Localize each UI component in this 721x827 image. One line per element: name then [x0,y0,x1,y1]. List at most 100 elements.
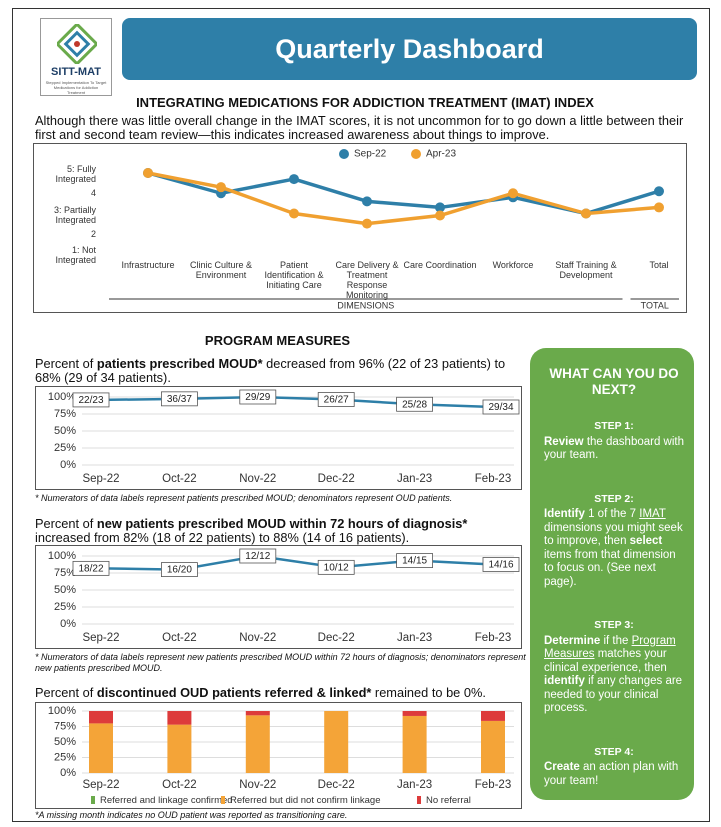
y-tick-label: 50% [54,584,76,596]
measure-title: Percent of new patients prescribed MOUD … [35,517,525,545]
y-tick-label: 75% [54,567,76,579]
step-text: if the [600,634,632,647]
legend-swatch [411,149,421,159]
value-label-box [482,557,520,572]
series-point [362,196,372,207]
y-tick-label: 3: Partially Integrated [53,204,96,225]
y-tick-label: 75% [54,720,76,732]
series-point [581,208,591,219]
y-tick-label: 100% [48,391,76,403]
series-point [362,218,372,229]
step-text: items from that dimension to focus on. (… [544,548,676,588]
legend-swatch [339,149,349,159]
legend-label: No referral [426,795,471,806]
series-point [143,168,153,178]
series-point [508,188,518,199]
step: STEP 2: Identify 1 of the 7 IMAT dimensi… [544,493,684,590]
y-tick-label: 4 [90,188,96,199]
value-label-box [482,399,520,415]
x-tick-label: Oct-22 [162,632,197,644]
x-tick-label: Oct-22 [162,779,197,791]
value-label: 14/15 [402,556,427,567]
value-label: 14/16 [488,560,513,571]
x-tick-label: Jan-23 [397,632,432,644]
title-text: Percent of [35,356,97,371]
chart-svg: 0% 25% 50% 75% 100% Sep-22 Oct-22 Nov-22 Dec-22 J… [48,548,520,644]
y-tick-label: 0% [60,767,76,779]
series-point [654,202,664,213]
step-title: STEP 4: [594,745,634,758]
logo-text: SITT-MAT [51,66,101,78]
series-point [216,182,226,193]
y-tick-label: 100% [48,705,76,717]
title-text: Percent of [35,685,97,700]
x-tick-label: Sep-22 [82,632,119,644]
value-label-box [239,548,277,564]
step-title: STEP 3: [594,619,634,631]
series-point [289,174,299,185]
step-title: STEP 2: [594,492,634,505]
logo-subtitle: Stepped Implementation To Target Medicat… [45,80,107,95]
x-tick-label: Jan-23 [397,473,432,485]
value-label-box [239,389,277,405]
title-text: decreased from 96% (22 of 23 patients) t… [35,356,506,385]
x-tick-label: Nov-22 [239,779,276,791]
imat-heading: INTEGRATING MEDICATIONS FOR ADDICTION TR… [136,95,594,110]
bar-segment [167,711,192,725]
step-text: dimensions you might seek to improve, th… [544,521,683,548]
y-tick-label: 0% [60,618,76,630]
x-tick-label: Dec-22 [318,779,355,791]
x-tick-label: Patient Identification & Initiating Care [264,260,324,290]
y-tick-label: 25% [54,442,76,454]
x-tick-label: Infrastructure [121,260,175,270]
x-tick-label: Sep-22 [82,779,119,791]
chart-svg: 0% 25% 50% 75% 100% Sep-22 Oct-22 Nov-22 Dec-22 J… [48,705,514,806]
imat-intro: Although there was little overall change… [35,113,684,142]
x-tick-label: Staff Training & Development [555,260,617,280]
measure-title: Percent of patients prescribed MOUD* dec… [35,357,525,385]
bar-segment [402,711,427,716]
series-line [100,554,494,571]
x-tick-label: Oct-22 [162,473,197,485]
group-label: TOTAL [641,300,669,310]
referral-chart: 0% 25% 50% 75% 100% Sep-22 Oct-22 Nov-22 Dec-22 J… [35,702,522,809]
value-label: 29/29 [245,392,270,403]
step-text: if any changes are needed to your clinic… [544,675,683,714]
x-tick-label: Clinic Culture & Environment [189,260,253,280]
dashboard-title: Quarterly Dashboard [122,18,697,80]
step-text: matches your clinical experience, then [544,648,667,674]
value-label-box [161,391,198,407]
x-tick-label: Nov-22 [239,632,276,644]
series-point [435,210,445,221]
value-label-box [72,560,110,576]
next-steps-panel: WHAT CAN YOU DO NEXT? STEP 1: Review the… [530,348,694,800]
step-keyword: select [629,535,663,547]
x-tick-label: Care Delivery & Treatment Response Monit… [335,260,399,300]
step-text: the dashboard with your team. [544,435,685,462]
legend-swatch [91,796,95,804]
step: STEP 1: Review the dashboard with your t… [544,420,684,463]
bar-segment [481,720,505,773]
y-tick-label: 100% [48,550,76,562]
bar-segment [245,711,270,716]
value-label: 10/12 [324,562,349,573]
x-tick-label: Feb-23 [475,632,511,644]
legend-label: Referred and linkage confirmed [100,795,233,806]
title-emphasis: discontinued OUD patients referred & lin… [96,685,372,700]
x-tick-label: Dec-22 [318,473,355,485]
logo: SITT-MAT Stepped Implementation To Targe… [40,18,112,96]
footnote: * Numerators of data labels represent ne… [35,652,526,673]
bar-segment [89,711,113,724]
y-tick-label: 25% [54,751,76,763]
step-keyword: Identify [544,508,585,520]
series-point [435,202,445,213]
footnote: *A missing month indicates no OUD patien… [35,810,348,820]
bar-segment [402,715,427,773]
program-heading: PROGRAM MEASURES [204,333,351,348]
moud72-chart: 0% 25% 50% 75% 100% Sep-22 Oct-22 Nov-22 Dec-22 J… [35,545,522,649]
bar-segment [89,723,113,773]
chart-svg: 0% 25% 50% 75% 100% Sep-22 Oct-22 Nov-22 Dec-22 J… [48,389,520,485]
value-label: 26/27 [324,395,349,406]
value-label: 12/12 [245,551,270,562]
value-label-box [396,396,434,412]
